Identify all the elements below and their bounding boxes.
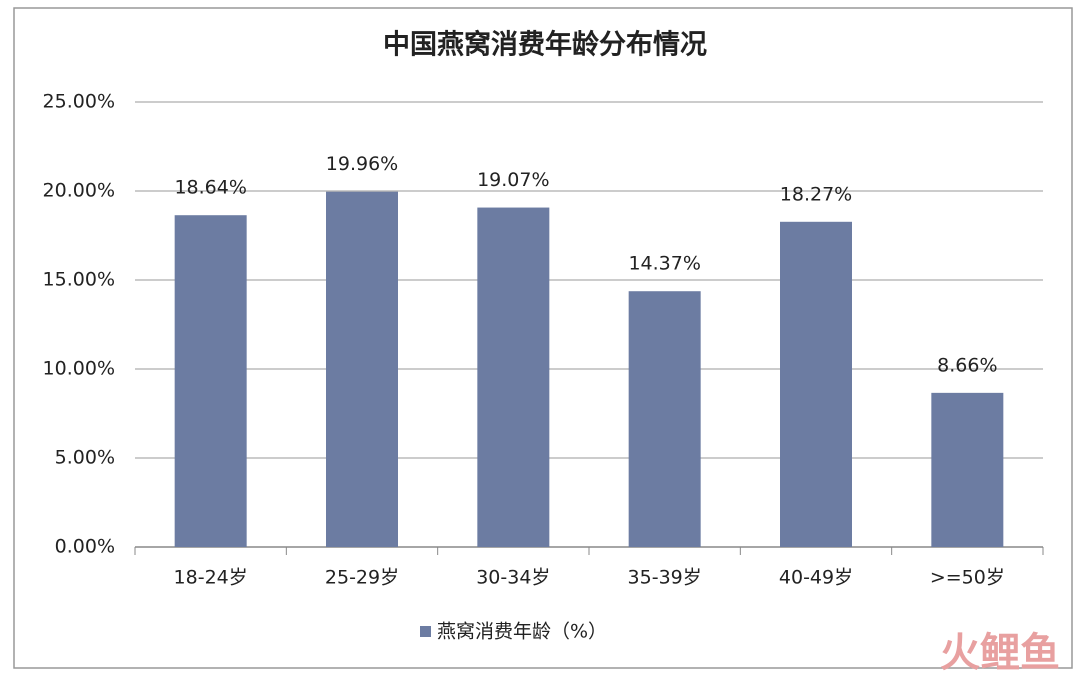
data-label: 19.96% (326, 153, 398, 175)
bar (174, 215, 247, 547)
data-label: 18.27% (780, 183, 852, 205)
data-label: 8.66% (937, 354, 997, 376)
x-tick-label: 25-29岁 (325, 567, 399, 589)
y-tick-label: 15.00% (43, 269, 115, 291)
y-tick-label: 5.00% (55, 447, 115, 469)
data-label: 18.64% (174, 177, 246, 199)
bar (326, 191, 398, 547)
bar (628, 291, 701, 547)
bar (931, 392, 1004, 547)
y-tick-label: 10.00% (43, 358, 115, 380)
y-tick-label: 25.00% (43, 91, 115, 113)
x-tick-label: 35-39岁 (628, 567, 702, 589)
bar (780, 221, 852, 547)
legend-swatch (420, 626, 431, 637)
x-tick-label: >=50岁 (930, 567, 1005, 589)
x-tick-label: 30-34岁 (476, 567, 550, 589)
chart-title: 中国燕窝消费年龄分布情况 (383, 29, 707, 61)
y-tick-label: 20.00% (43, 180, 115, 202)
data-label: 19.07% (477, 169, 549, 191)
y-tick-label: 0.00% (55, 536, 115, 558)
x-tick-label: 40-49岁 (779, 567, 853, 589)
legend-label: 燕窝消费年龄（%） (437, 621, 607, 643)
watermark: 火鲤鱼 (940, 630, 1060, 676)
x-tick-label: 18-24岁 (174, 567, 248, 589)
bar (477, 207, 550, 547)
data-label: 14.37% (628, 253, 700, 275)
